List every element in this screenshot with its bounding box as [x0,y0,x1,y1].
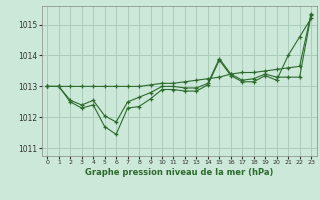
X-axis label: Graphe pression niveau de la mer (hPa): Graphe pression niveau de la mer (hPa) [85,168,273,177]
